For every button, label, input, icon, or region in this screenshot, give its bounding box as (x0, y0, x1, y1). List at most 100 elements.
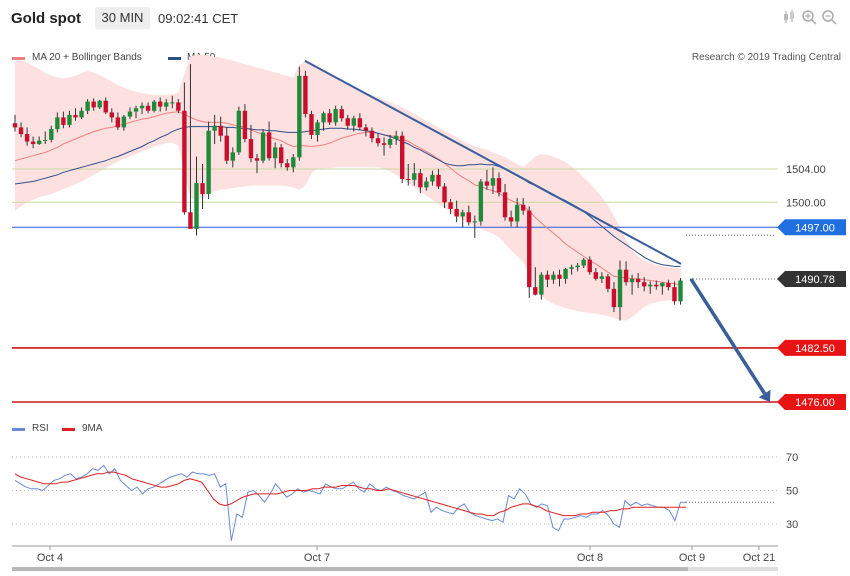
bollinger-band-area (15, 54, 681, 321)
candle (133, 105, 139, 119)
price-tag-1490.78 (777, 271, 846, 288)
candle (121, 114, 127, 131)
instrument-title: Gold spot (11, 10, 81, 27)
candle (557, 269, 562, 287)
candle (357, 113, 363, 130)
price-tag-text-1482.50: 1482.50 (795, 343, 835, 355)
zoom-in-icon[interactable] (800, 8, 818, 26)
candle (454, 200, 459, 223)
candle (629, 274, 635, 295)
candle (176, 99, 181, 114)
candle (478, 178, 484, 226)
rsi-ma-line (14, 471, 686, 517)
candle (67, 110, 72, 128)
candle (660, 282, 665, 295)
rsi-tick-50: 50 (786, 486, 798, 498)
ma50-swatch (168, 57, 181, 60)
rsi-ma-swatch (62, 428, 75, 431)
candle (61, 111, 66, 129)
candle (611, 282, 617, 313)
candle (55, 112, 60, 133)
candle (18, 122, 24, 138)
rsi-tick-30: 30 (786, 519, 798, 531)
rsi-ma-legend-label: 9MA (82, 423, 103, 434)
x-tick-label: Oct 7 (304, 552, 330, 564)
candle (605, 273, 611, 293)
candle (484, 169, 490, 190)
candle (466, 205, 471, 226)
candle (533, 267, 538, 296)
candle (369, 127, 375, 143)
candle (303, 70, 308, 118)
candle (642, 277, 647, 292)
candle (321, 111, 326, 131)
candle (563, 268, 568, 284)
candle (472, 215, 477, 239)
candle (545, 270, 550, 288)
candle (666, 279, 671, 291)
candlestick-style-icon[interactable] (780, 8, 798, 26)
forecast-arrow-shaft (689, 278, 767, 395)
candle (648, 281, 653, 294)
candle (164, 99, 169, 111)
candle (424, 177, 429, 191)
candle (285, 159, 290, 171)
research-credit: Research © 2019 Trading Central (691, 52, 841, 63)
candle (539, 272, 544, 300)
candle (97, 99, 102, 110)
candle (339, 105, 344, 122)
candle (460, 209, 465, 228)
candle (49, 125, 54, 143)
candle (581, 258, 586, 269)
candle (30, 136, 36, 149)
level-label-1500.00: 1500.00 (786, 197, 826, 209)
candle (91, 98, 96, 111)
timestamp: 09:02:41 CET (158, 11, 239, 26)
candle (218, 116, 223, 142)
candle (266, 121, 272, 161)
price-tag-1497.00 (777, 219, 846, 236)
candle (182, 82, 187, 215)
candle (224, 127, 229, 165)
candle (351, 115, 356, 132)
candle (412, 163, 417, 186)
zoom-out-icon[interactable] (820, 8, 838, 26)
candle (170, 95, 175, 109)
x-tick-label: Oct 4 (37, 552, 63, 564)
candle (381, 137, 387, 156)
candle (490, 167, 496, 194)
chart-header: Gold spot 30 MIN 09:02:41 CET (0, 0, 850, 36)
candle (514, 198, 520, 228)
candle (375, 133, 381, 147)
candle (79, 107, 84, 120)
candle (115, 112, 121, 130)
price-tag-text-1476.00: 1476.00 (795, 397, 835, 409)
candle (212, 114, 217, 145)
candle (291, 154, 296, 173)
candle (436, 169, 441, 189)
candle (418, 169, 423, 194)
timeframe-button[interactable]: 30 MIN (95, 7, 150, 29)
candle (127, 107, 133, 120)
candle (508, 210, 514, 227)
candle (599, 272, 605, 284)
candle (400, 131, 405, 184)
candle (654, 280, 659, 290)
candle (430, 170, 435, 186)
candle (188, 64, 193, 229)
candle (297, 66, 302, 161)
candle (248, 124, 254, 163)
candle (242, 104, 248, 143)
candle (309, 110, 314, 140)
x-tick-label: Oct 8 (577, 552, 603, 564)
candle (206, 121, 211, 199)
candle (569, 264, 574, 275)
candle (12, 114, 18, 132)
rsi-tick-70: 70 (786, 452, 798, 464)
price-tag-1476.00 (777, 394, 846, 410)
candle (194, 156, 199, 236)
candle (85, 99, 90, 115)
candle (623, 261, 629, 286)
candle (442, 183, 447, 209)
